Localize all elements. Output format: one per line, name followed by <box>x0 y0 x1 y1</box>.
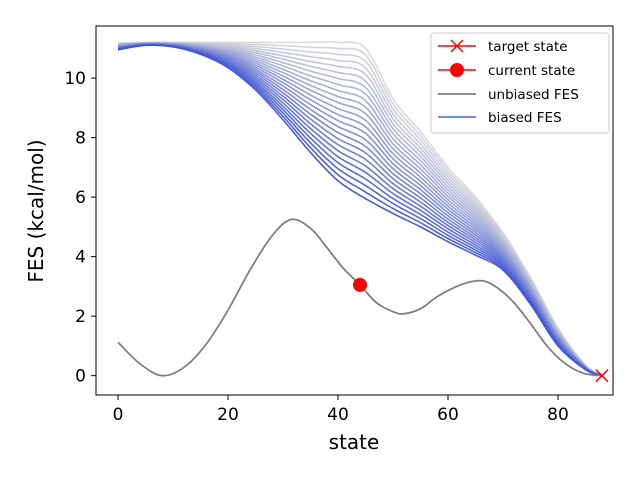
biased-fes-line <box>117 44 603 377</box>
plot-area <box>117 41 609 383</box>
legend-current-dot-icon <box>450 63 464 77</box>
x-tick-label: 0 <box>113 405 124 425</box>
y-axis-label: FES (kcal/mol) <box>24 139 48 282</box>
axes-frame <box>95 25 614 396</box>
x-tick-label: 40 <box>327 405 349 425</box>
axes: 0 20 40 60 80 0 2 4 6 8 10 <box>64 25 614 425</box>
x-tick-label: 80 <box>547 405 569 425</box>
legend-label-unbiased-fes: unbiased FES <box>488 87 579 103</box>
legend-label-target-state: target state <box>488 39 568 55</box>
current-state-marker <box>353 277 367 292</box>
y-tick-label: 2 <box>75 307 86 327</box>
legend-label-biased-fes: biased FES <box>488 110 562 126</box>
x-axis-label: state <box>329 430 380 454</box>
legend: target state current state unbiased FES … <box>430 32 610 134</box>
y-tick-label: 6 <box>75 188 86 208</box>
legend-label-current-state: current state <box>488 63 575 79</box>
legend-target-x-icon <box>450 39 464 53</box>
y-tick-label: 4 <box>75 248 86 268</box>
y-tick-label: 8 <box>75 129 86 149</box>
y-tick-label: 10 <box>64 69 86 89</box>
unbiased-fes-line <box>117 218 603 377</box>
x-tick-label: 20 <box>217 405 239 425</box>
target-state-marker <box>595 369 609 383</box>
x-tick-label: 60 <box>437 405 459 425</box>
legend-frame <box>430 32 610 134</box>
y-tick-label: 0 <box>75 367 86 387</box>
